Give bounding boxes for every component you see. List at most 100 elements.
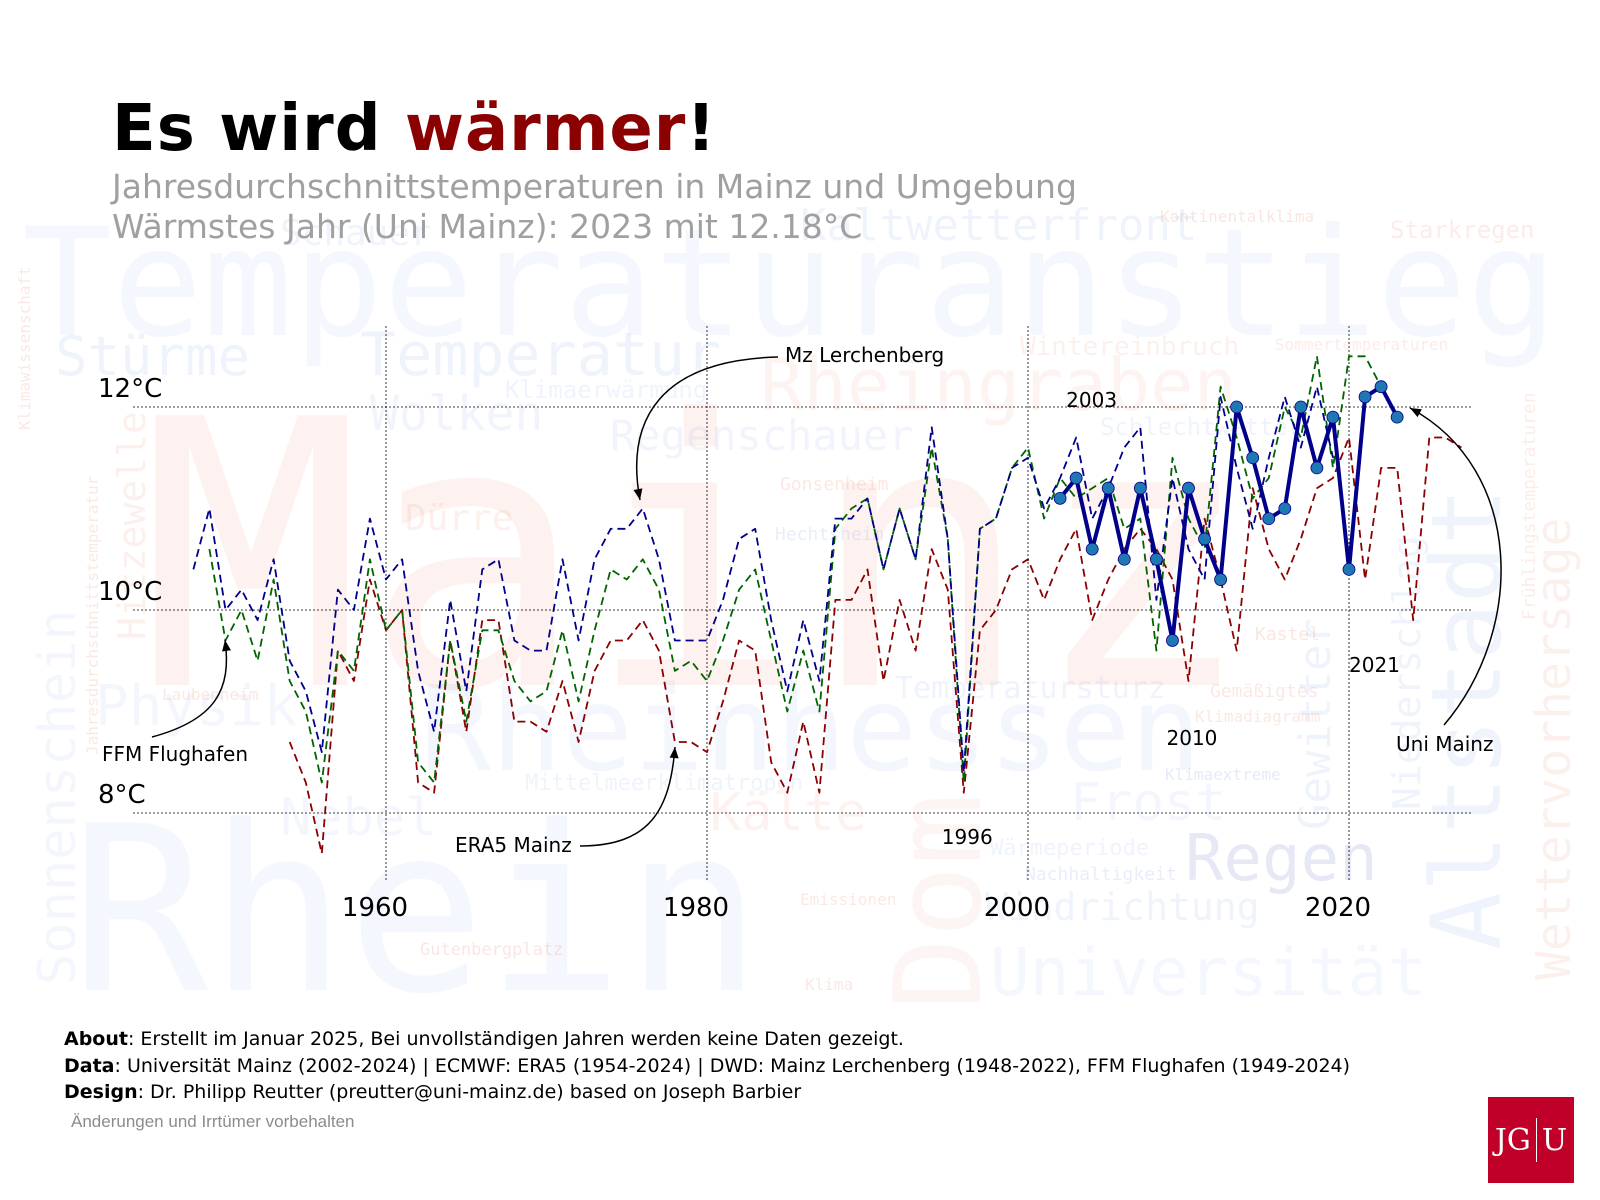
annotation-arrow — [1409, 407, 1502, 726]
series-line-ffm-flughafen — [208, 355, 1382, 784]
year-label: 2010 — [1167, 726, 1218, 750]
y-tick-label: 12°C — [98, 374, 162, 404]
arrowhead-icon — [222, 640, 231, 652]
background-word: Klimaerwärmung — [505, 376, 707, 404]
x-tick-label: 1980 — [663, 893, 729, 923]
background-word: Wettervorhersage — [1526, 518, 1582, 980]
series-line-uni-mainz — [1058, 384, 1399, 643]
x-tick-label: 2020 — [1305, 893, 1371, 923]
background-word: Frost — [1070, 773, 1227, 833]
title-highlight: wärmer — [404, 92, 687, 166]
background-word: Dom — [870, 793, 1009, 1010]
background-word: Klimaextreme — [1165, 765, 1281, 784]
background-word: Universität — [990, 934, 1427, 1011]
background-word: Temperatursturz — [895, 671, 1166, 706]
warmest-year-subtitle: Wärmstes Jahr (Uni Mainz): 2023 mit 12.1… — [112, 207, 863, 246]
data-point — [1342, 563, 1356, 576]
background-word: Wolken — [370, 386, 543, 442]
footer-about: About: Erstellt im Januar 2025, Bei unvo… — [64, 1028, 904, 1050]
background-word: Wintereinbruch — [1020, 332, 1239, 362]
data-point — [1390, 410, 1404, 424]
background-word: Temperaturanstieg — [22, 197, 1557, 371]
background-word: Kälte — [710, 783, 867, 843]
y-tick-label: 10°C — [98, 577, 162, 607]
arrowhead-icon — [633, 488, 643, 500]
background-word: Sommertemperaturen — [1275, 335, 1448, 354]
background-word: Rhein — [70, 778, 762, 1045]
data-point — [1117, 552, 1131, 566]
data-point — [1214, 573, 1227, 586]
jgu-logo: JG U — [1488, 1097, 1574, 1183]
data-point — [1085, 542, 1099, 556]
subtitle: Jahresdurchschnittstemperaturen in Mainz… — [112, 167, 1077, 206]
background-word: Klima — [805, 975, 853, 994]
background-word: Nebel — [280, 788, 437, 848]
data-point — [1133, 481, 1147, 495]
background-word: Mainz — [140, 343, 1254, 773]
background-word: Sonnenschein — [28, 609, 88, 985]
annotation-label: ERA5 Mainz — [455, 833, 572, 857]
background-word: Gutenbergplatz — [420, 940, 563, 960]
series-line-mz-lerchenberg — [192, 385, 1334, 774]
background-word: Emissionen — [800, 890, 896, 909]
background-word: Wärmeperiode — [990, 836, 1149, 861]
data-point — [1069, 471, 1083, 485]
background-word: Gonsenheim — [780, 474, 888, 495]
background-word: Klimadiagramm — [1195, 707, 1320, 726]
data-point — [1166, 634, 1179, 647]
page-title: Es wird wärmer! — [112, 92, 717, 166]
annotation-label: Uni Mainz — [1396, 732, 1493, 756]
annotation-arrow — [151, 639, 228, 738]
data-point — [1326, 410, 1340, 424]
background-word: Regen — [1185, 822, 1378, 896]
background-word: Nachhaltigkeit — [1025, 864, 1177, 885]
footer-design: Design: Dr. Philipp Reutter (preutter@un… — [64, 1081, 802, 1103]
data-point — [1182, 481, 1195, 495]
year-label: 1996 — [942, 825, 993, 849]
annotation-arrow — [579, 746, 676, 847]
year-label: 2021 — [1349, 653, 1400, 677]
disclaimer: Änderungen und Irrtümer vorbehalten — [71, 1112, 355, 1131]
footer-data: Data: Universität Mainz (2002-2024) | EC… — [64, 1055, 1351, 1077]
background-word: Temperatur — [360, 320, 721, 390]
background-word: Starkregen — [1390, 216, 1535, 244]
background-word: Altstadt — [1411, 488, 1523, 950]
background-word: Klimawissenschaft — [15, 266, 34, 430]
data-point — [1262, 512, 1276, 526]
data-point — [1310, 461, 1324, 475]
data-point — [1294, 400, 1308, 414]
background-word: Windrichtung — [985, 885, 1260, 929]
series-line-era5-mainz — [288, 436, 1462, 855]
background-word: Kontinentalklima — [1160, 207, 1314, 226]
x-tick-label: 1960 — [342, 893, 408, 923]
data-point — [1358, 390, 1372, 404]
data-point — [1278, 502, 1292, 515]
background-word: Laubenheim — [162, 685, 258, 704]
annotation-arrow — [636, 356, 779, 501]
background-word: Rheingraben — [760, 343, 1237, 427]
background-word: Physik — [95, 674, 297, 739]
x-tick-label: 2000 — [984, 893, 1050, 923]
annotation-label: Mz Lerchenberg — [785, 343, 944, 367]
background-word: Kastel — [1255, 624, 1320, 645]
data-point — [1374, 380, 1388, 394]
background-word: Rheinhessen — [420, 660, 1201, 798]
background-word: Schauer — [280, 213, 432, 254]
background-word: Jahresdurchschnittstemperatur — [83, 475, 102, 755]
background-word: Niederschlag — [1385, 535, 1429, 810]
annotation-label: FFM Flughafen — [102, 742, 248, 766]
background-word: Gemäßigtes — [1210, 681, 1318, 702]
data-point — [1101, 481, 1115, 495]
background-word: Kaltwetterfront — [800, 200, 1197, 251]
data-point — [1198, 532, 1211, 546]
background-word: Frühlingstemperaturen — [1519, 392, 1540, 620]
background-word: Stürme — [55, 325, 250, 388]
arrowhead-icon — [669, 747, 679, 759]
background-word: Regenschauer — [610, 411, 913, 460]
y-tick-label: 8°C — [98, 780, 146, 810]
arrowhead-icon — [1410, 408, 1422, 418]
year-label: 2003 — [1066, 388, 1117, 412]
background-word: Hitzewelle — [110, 411, 154, 640]
